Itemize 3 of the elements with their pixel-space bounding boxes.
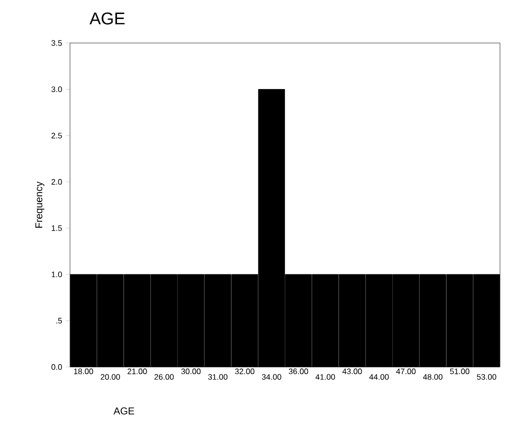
y-axis-title: Frequency (35, 181, 44, 228)
x-axis-title: AGE (114, 407, 134, 414)
chart-title: AGE (90, 12, 125, 24)
